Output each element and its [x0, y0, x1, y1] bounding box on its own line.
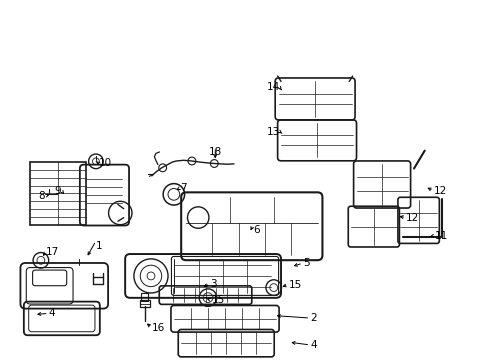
Text: 4: 4 [309, 340, 316, 350]
Text: 18: 18 [208, 147, 222, 157]
Bar [140, 300, 149, 307]
Text: 12: 12 [433, 186, 446, 196]
Text: 11: 11 [433, 231, 447, 240]
Text: 8: 8 [38, 191, 45, 201]
Text: 17: 17 [46, 247, 59, 257]
Bar [30, 162, 86, 225]
Text: 6: 6 [253, 225, 259, 235]
Text: 12: 12 [406, 213, 419, 222]
Text: 14: 14 [266, 82, 279, 93]
Text: 16: 16 [152, 323, 165, 333]
Text: 1: 1 [96, 241, 102, 251]
Text: 15: 15 [288, 280, 301, 290]
Text: 2: 2 [309, 313, 316, 323]
Text: 7: 7 [180, 183, 186, 193]
Text: 15: 15 [211, 295, 224, 305]
Text: 10: 10 [98, 158, 111, 168]
Text: 4: 4 [49, 309, 55, 318]
Text: 13: 13 [266, 127, 279, 136]
Text: 5: 5 [303, 258, 309, 268]
Text: 9: 9 [55, 186, 61, 196]
Bar [141, 293, 148, 301]
Text: 3: 3 [210, 279, 217, 289]
